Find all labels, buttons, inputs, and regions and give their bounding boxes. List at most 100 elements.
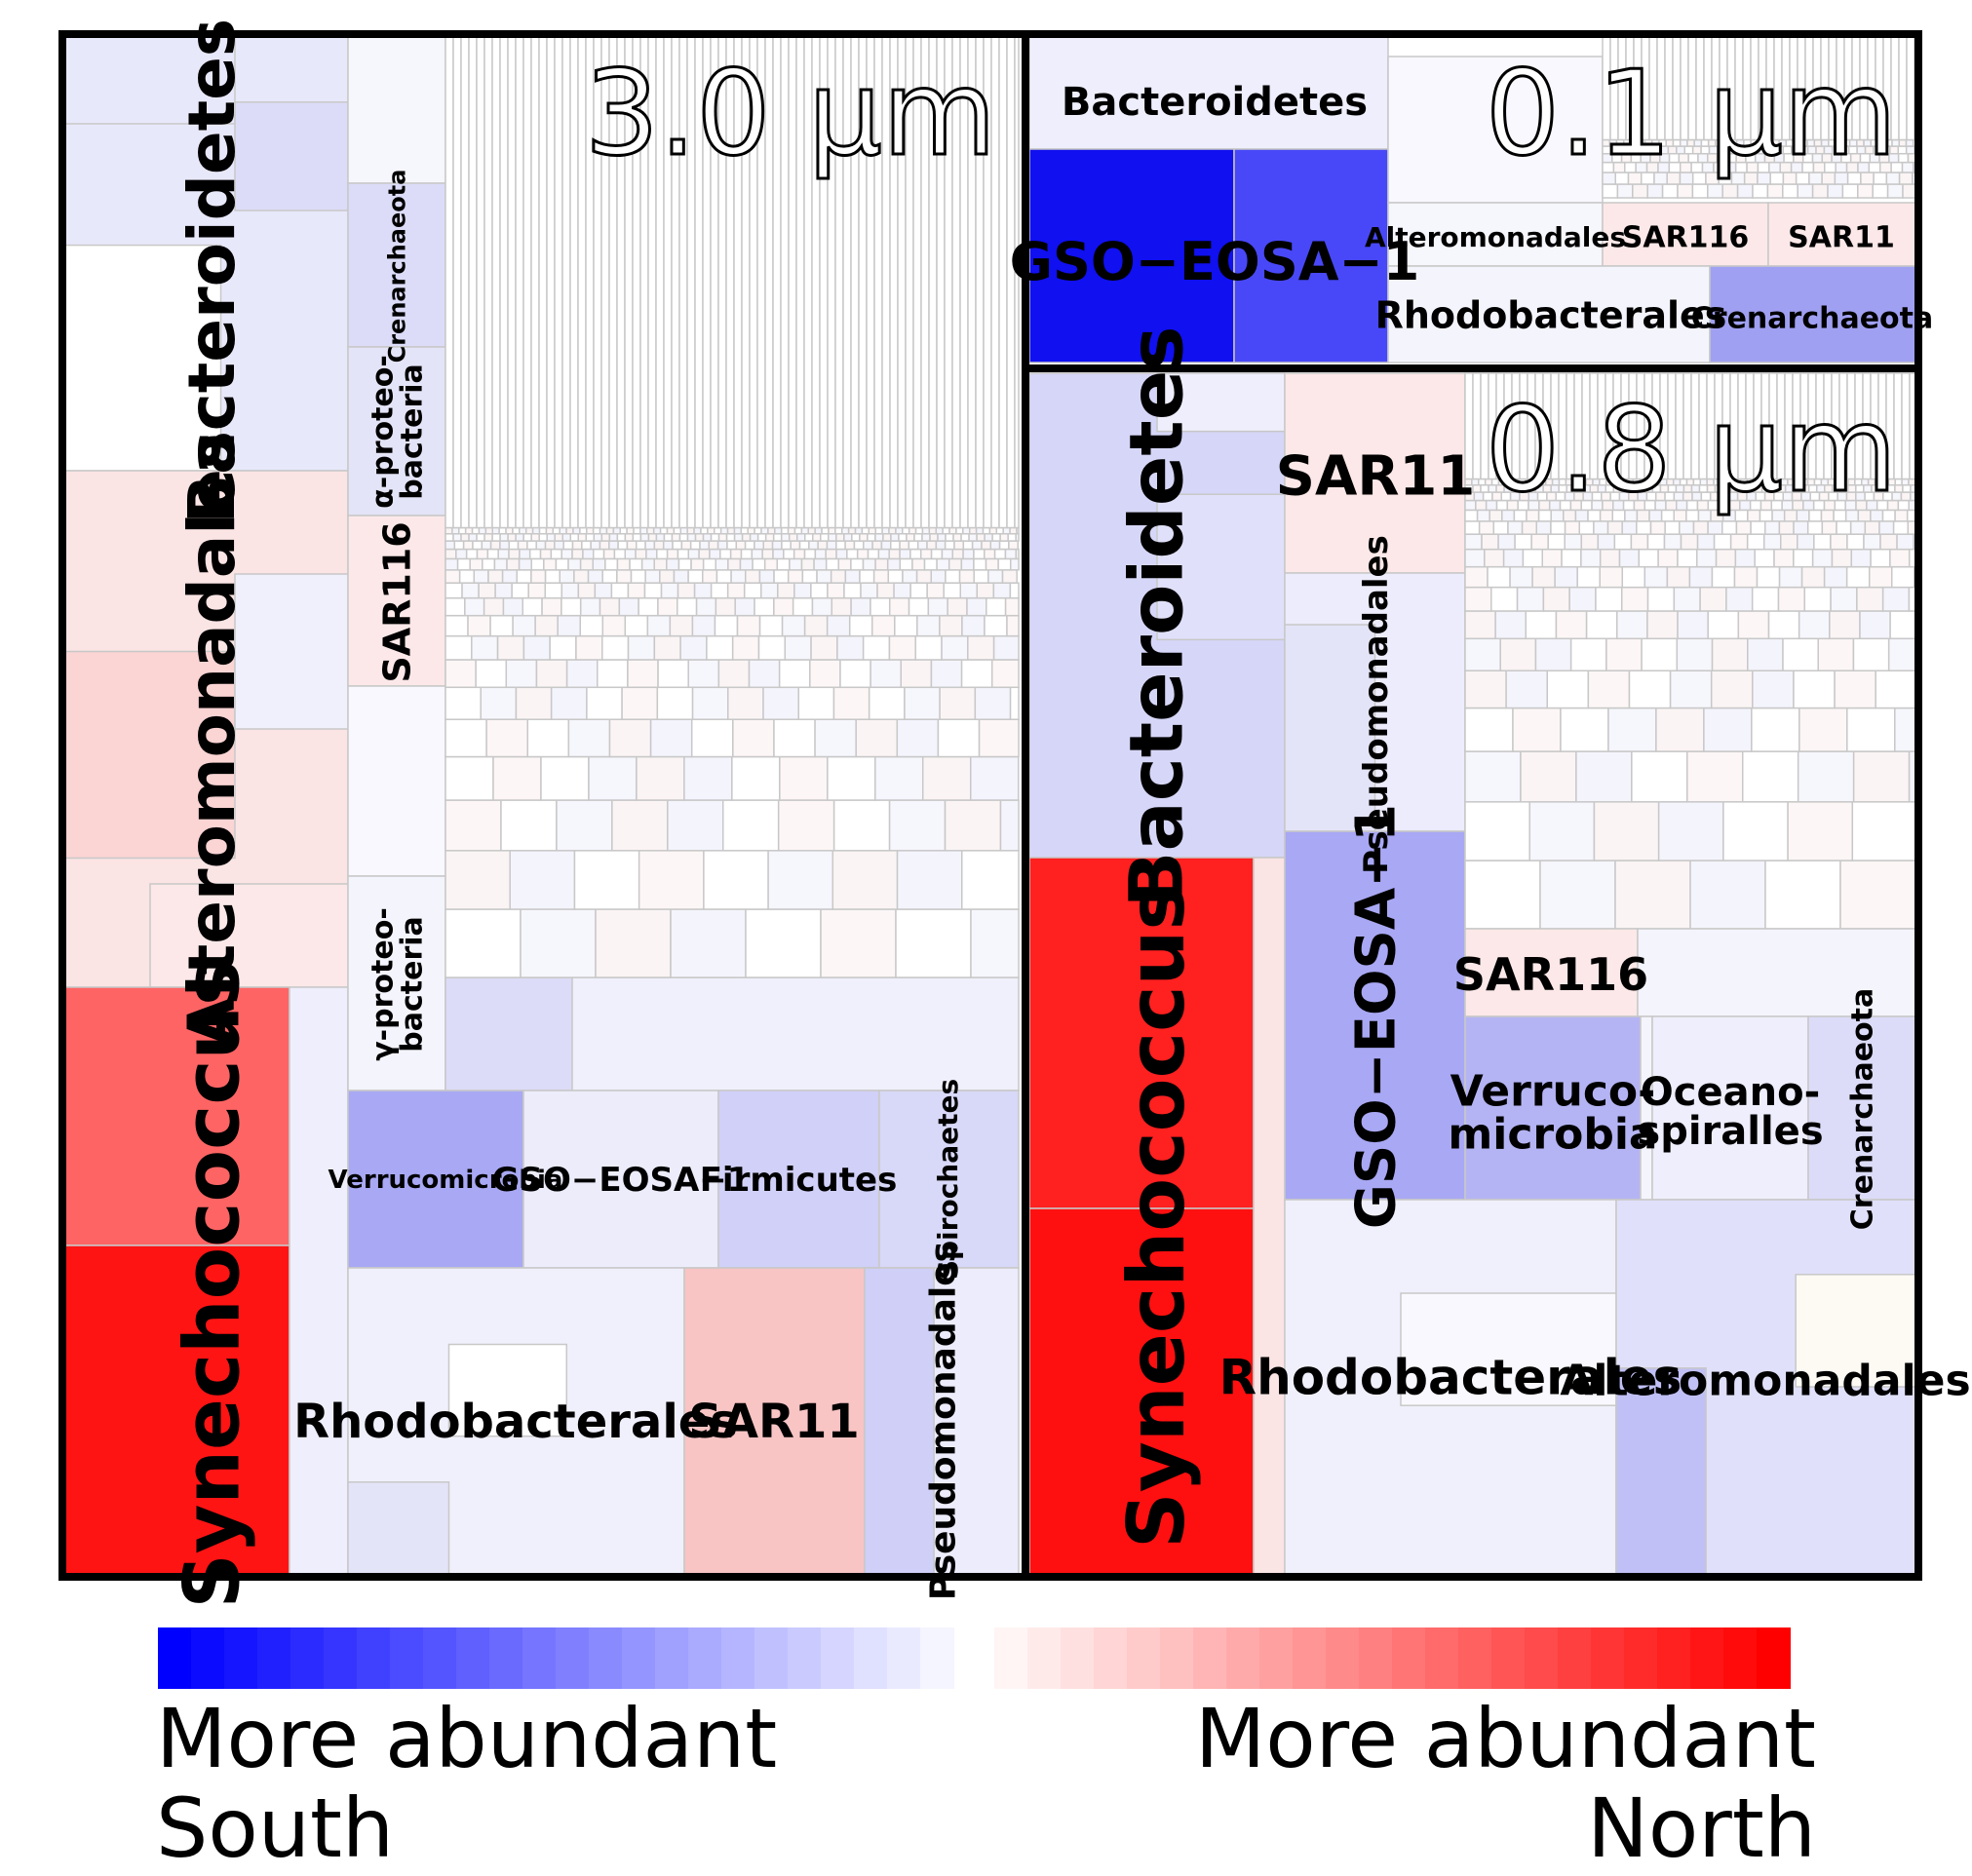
minor-taxon-cell [541,596,562,617]
minor-taxon-cell [714,526,722,535]
minor-taxon-cell [715,569,732,584]
minor-taxon-cell [868,686,906,720]
minor-taxon-cell [677,557,692,571]
taxon-subcell [1400,1292,1617,1406]
minor-taxon-cell [1464,707,1514,752]
minor-taxon-cell [1750,520,1766,535]
minor-taxon-cell [762,540,774,551]
minor-taxon-cell [698,548,711,560]
minor-taxon-cell [881,526,890,535]
minor-taxon-cell [851,533,861,542]
minor-taxon-cell [889,540,901,551]
legend-swatch-north [1525,1627,1559,1689]
minor-taxon-cell [616,557,631,571]
minor-taxon-cell [1649,520,1666,535]
minor-taxon-cell [832,799,891,852]
minor-taxon-cell [582,548,595,560]
minor-taxon-cell [817,540,829,551]
minor-taxon-cell [445,634,473,661]
legend-swatch-south [622,1627,656,1689]
taxon-cell [1767,202,1916,267]
minor-taxon-cell [1798,610,1831,640]
minor-taxon-cell [899,548,911,560]
minor-taxon-cell [959,582,979,599]
minor-taxon-cell [1870,548,1891,568]
minor-taxon-cell [1530,533,1549,551]
minor-taxon-cell [1531,565,1556,589]
minor-taxon-cell [987,569,1004,584]
taxon-subcell [864,1267,935,1575]
minor-taxon-cell [888,634,916,661]
label-alteromonadales: Alteromonadales [1365,221,1626,253]
minor-taxon-cell [1735,520,1752,535]
minor-taxon-cell [660,582,679,599]
minor-taxon-cell [616,569,633,584]
minor-taxon-cell [836,634,865,661]
minor-taxon-cell [1894,707,1916,752]
minor-taxon-cell [1898,172,1914,185]
minor-taxon-cell [971,540,983,551]
minor-taxon-cell [1710,670,1754,709]
minor-taxon-cell [825,548,837,560]
taxon-cell [1464,928,1639,1017]
minor-taxon-cell [1542,586,1570,612]
minor-taxon-cell [1490,586,1519,612]
label-alteromonadales: Alteromonadales [174,431,250,1047]
minor-taxon-cell [1525,610,1558,640]
minor-taxon-cell [793,548,806,560]
label-sar116: SAR116 [1622,221,1750,255]
minor-taxon-cell [561,533,572,542]
label-crenarchaeota: Crenarchaeota [1846,988,1880,1230]
minor-taxon-cell [496,634,525,661]
minor-taxon-cell [902,526,910,535]
minor-taxon-cell [747,526,755,535]
taxon-cell [1387,56,1604,204]
minor-taxon-cell [659,526,669,535]
taxon-subcell [447,1343,567,1437]
minor-taxon-cell [803,533,814,542]
minor-taxon-cell [888,548,901,560]
label-synechococcus: Synechococcus [169,960,256,1608]
minor-taxon-cell [515,533,524,542]
minor-taxon-cell [1778,565,1803,589]
minor-taxon-cell [1793,548,1814,568]
minor-taxon-cell [1004,548,1018,560]
minor-taxon-cell [1547,533,1566,551]
taxon-subcell [1795,1274,1916,1388]
minor-taxon-cell [834,526,843,535]
legend-swatch-north [1591,1627,1625,1689]
minor-taxon-cell [1756,565,1781,589]
minor-taxon-cell [919,548,933,560]
minor-taxon-cell [982,526,991,535]
minor-taxon-cell [1560,707,1609,752]
minor-taxon-cell [727,686,764,720]
minor-taxon-cell [754,596,775,617]
minor-taxon-cell [808,540,819,551]
minor-taxon-cell [491,36,501,529]
minor-taxon-cell [482,557,496,571]
legend-swatch-south [357,1627,391,1689]
minor-taxon-cell [787,526,796,535]
minor-taxon-cell [485,718,528,758]
minor-taxon-cell [572,526,581,535]
minor-taxon-cell [693,582,713,599]
minor-taxon-cell [445,850,511,910]
minor-taxon-cell [1707,610,1740,640]
minor-taxon-cell [906,533,915,542]
minor-taxon-cell [624,533,635,542]
minor-taxon-cell [731,755,781,801]
minor-taxon-cell [1464,586,1492,612]
minor-taxon-cell [1009,686,1020,720]
minor-taxon-cell [594,582,613,599]
minor-taxon-cell [478,582,496,599]
minor-taxon-cell [828,526,836,535]
minor-taxon-cell [1522,548,1544,568]
minor-taxon-cell [549,634,577,661]
taxon-cell [1387,202,1604,267]
taxon-subcell [149,883,349,988]
minor-taxon-cell [640,557,656,571]
minor-taxon-cell [771,540,783,551]
minor-taxon-cell [1823,565,1848,589]
minor-taxon-cell [729,548,743,560]
minor-taxon-cell [719,526,729,535]
